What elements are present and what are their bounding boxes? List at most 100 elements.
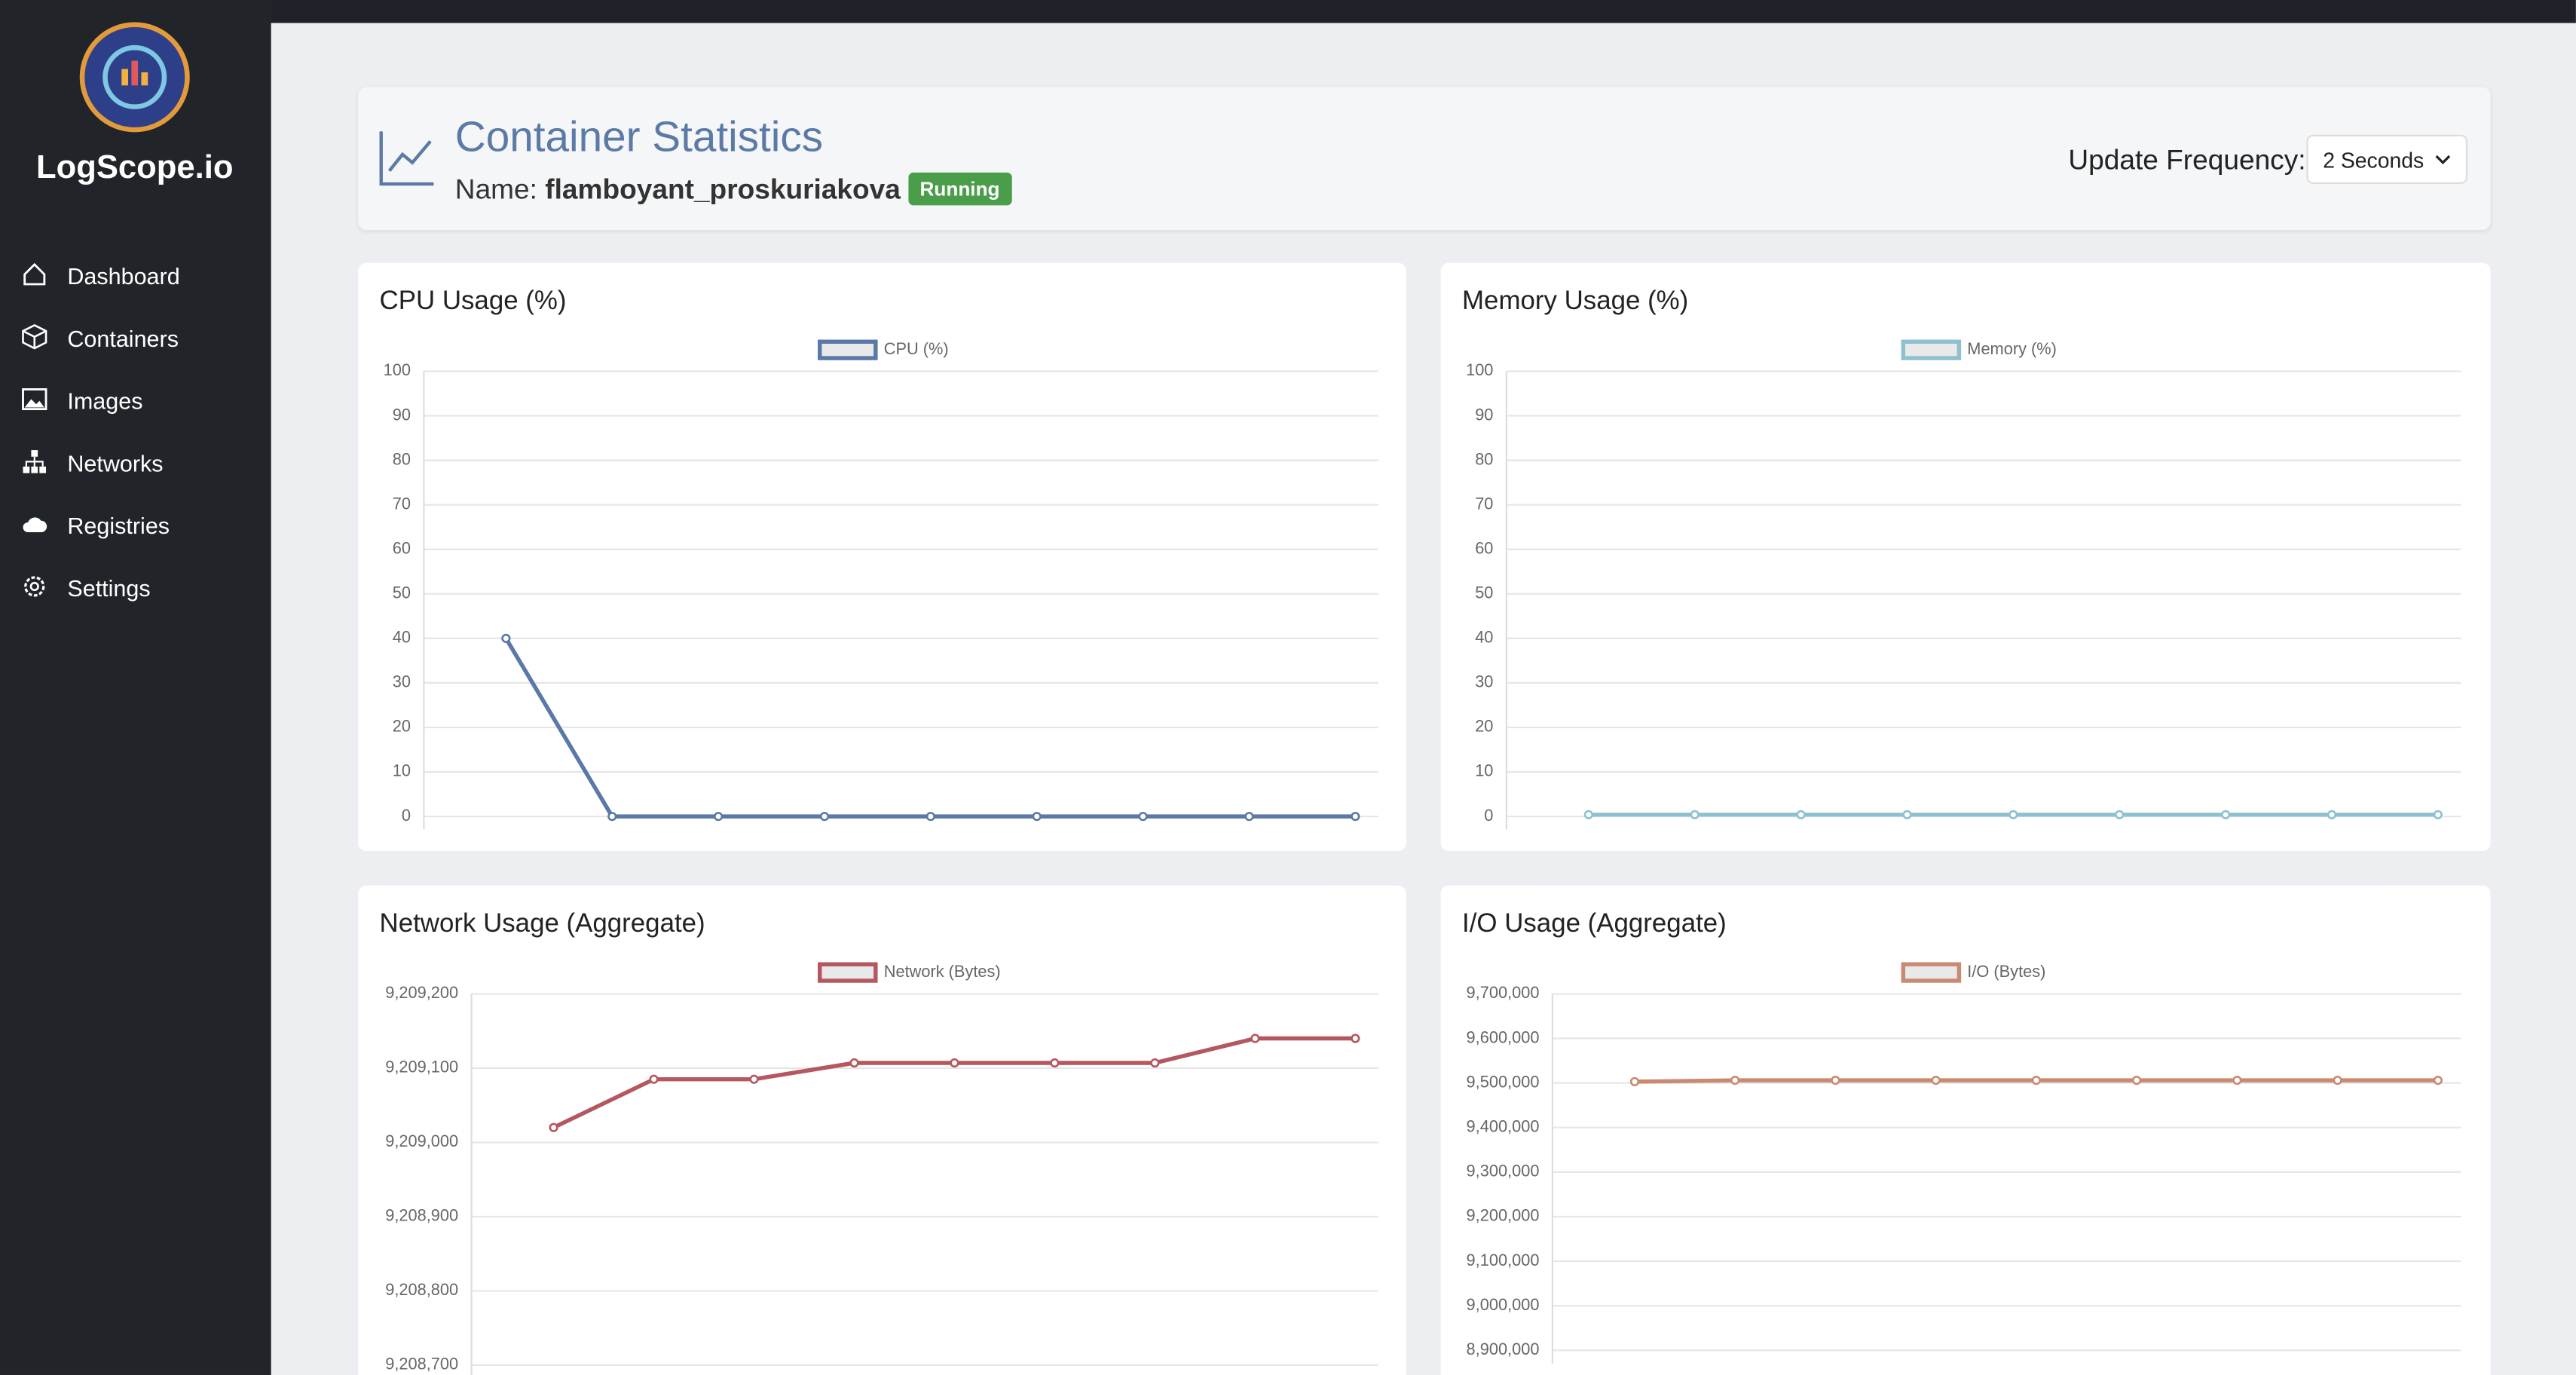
nav-link[interactable]: Registries [67,512,170,539]
y-tick-label: 9,208,800 [385,1280,458,1299]
chevron [2435,155,2451,165]
data-point [1250,1034,1260,1043]
y-tick-label: 60 [393,538,411,557]
y-tick-label: 9,300,000 [1467,1162,1540,1181]
chart-card [358,885,1406,1375]
data-point [2232,1075,2242,1086]
data-point [1351,811,1360,822]
data-point [1032,811,1042,822]
y-tick-label: 20 [393,717,411,736]
y-tick-label: 60 [1475,538,1493,557]
icon [24,576,45,597]
data-point [1730,1075,1740,1086]
data-point [2115,810,2125,819]
chart-title: Memory Usage (%) [1462,286,1688,315]
y-tick-label: 8,900,000 [1467,1340,1540,1358]
data-point [549,1122,558,1132]
chart-icon [379,131,434,186]
y-tick-label: 9,700,000 [1467,983,1540,1002]
y-tick-label: 40 [393,628,411,647]
chart-title: Network Usage (Aggregate) [380,908,705,938]
y-tick-label: 30 [393,672,411,691]
data-point [1629,1076,1640,1086]
top-bar [0,0,2576,23]
legend-swatch [1901,339,1962,360]
legend-label: CPU (%) [884,339,949,358]
icon [23,262,46,286]
chart-title: CPU Usage (%) [380,286,567,315]
y-tick-label: 9,208,900 [385,1206,458,1225]
y-tick-label: 80 [1475,449,1493,468]
sidebar: LogScope.io Dashboard Containers Images … [0,0,271,1375]
data-point [2220,810,2231,819]
legend-swatch [817,962,878,983]
data-point [849,1058,859,1068]
status-badge: Running [908,172,1011,206]
y-tick-label: 9,400,000 [1467,1117,1540,1136]
data-point [2008,810,2018,819]
y-tick-label: 90 [1475,405,1493,424]
icon [22,388,47,411]
chart-card [1440,262,2491,851]
data-point [1351,1034,1360,1043]
y-tick-label: 9,209,000 [385,1132,458,1150]
name-label: Name: [454,173,537,206]
frequency-select[interactable]: 2 Seconds [2306,134,2468,185]
y-tick-label: 0 [1484,806,1493,825]
data-point [501,633,511,643]
y-tick-label: 40 [1475,628,1493,647]
y-tick-label: 9,209,200 [385,983,458,1002]
chart-card [358,262,1406,851]
nav-link[interactable]: Networks [67,450,164,476]
data-point [2433,1075,2443,1086]
data-point [2433,810,2443,819]
data-point [1796,810,1806,819]
y-tick-label: 100 [1466,360,1493,379]
data-point [1244,811,1254,822]
icon [23,450,47,473]
chart-title: I/O Usage (Aggregate) [1462,908,1727,938]
y-tick-label: 10 [1475,761,1493,780]
nav-link[interactable]: Containers [67,325,179,352]
y-tick-label: 9,600,000 [1467,1027,1540,1046]
data-point [925,811,935,822]
frequency-value: 2 Seconds [2323,148,2425,173]
legend-label: Memory (%) [1967,339,2057,358]
brand: LogScope.io [36,149,234,185]
logo: LogScope.io [36,22,234,185]
nav-link[interactable]: Images [67,387,143,415]
y-tick-label: 9,209,100 [385,1058,458,1076]
data-point [2031,1075,2041,1086]
y-tick-label: 50 [393,583,411,602]
data-point [950,1058,959,1068]
y-tick-label: 10 [393,761,411,780]
data-point [2131,1075,2142,1086]
legend-label: Network (Bytes) [884,962,1001,981]
data-point [1138,811,1148,822]
y-tick-label: 30 [1475,672,1493,691]
y-tick-label: 80 [393,449,411,468]
data-point [1931,1075,1941,1086]
data-point [714,811,724,822]
name-line: Name: flamboyant_proskuriakova Running [454,172,1011,207]
y-tick-label: 70 [1475,494,1493,513]
header-card: Container Statistics Name: flamboyant_pr… [358,87,2491,231]
data-point [1902,810,1912,819]
y-tick-label: 70 [393,494,411,513]
data-point [649,1074,659,1084]
icon [22,324,47,350]
legend-swatch [1901,962,1962,983]
nav-link[interactable]: Dashboard [67,262,180,289]
data-point [749,1074,759,1084]
nav-link[interactable]: Settings [67,574,151,602]
data-point [1831,1075,1840,1086]
icon [23,517,47,533]
legend-label: I/O (Bytes) [1967,962,2045,981]
y-tick-label: 9,208,700 [385,1355,458,1373]
page-title: Container Statistics [454,112,824,161]
data-point [1050,1058,1060,1068]
data-point [1583,810,1593,819]
y-tick-label: 90 [393,405,411,424]
